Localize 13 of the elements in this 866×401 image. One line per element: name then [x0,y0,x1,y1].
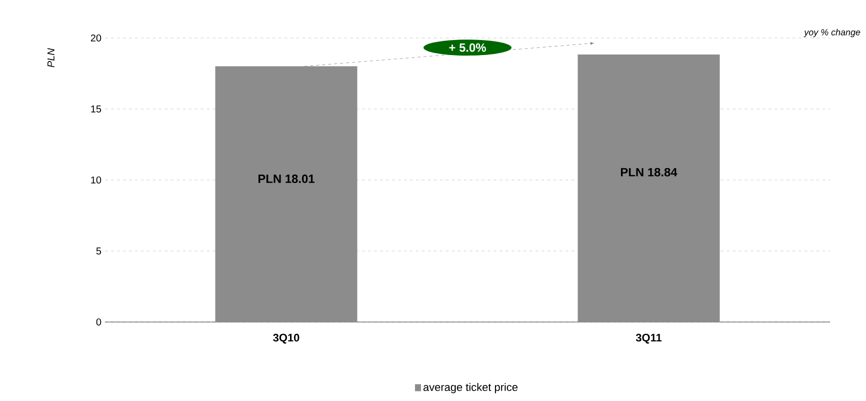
y-axis-title: PLN [48,48,54,68]
y-tick-label: 0 [96,318,102,326]
legend-label: average ticket price [423,382,518,394]
text: yoy % change [804,28,860,38]
x-tick-label: 3Q11 [636,334,662,344]
x-tick-label: 3Q10 [273,334,300,344]
y-tick-label: 10 [91,176,102,184]
annotation: + 5.0% [449,43,486,52]
y-tick-label: 5 [96,248,102,254]
data-label: PLN 18.84 [620,168,678,176]
y-tick-label: 15 [91,106,102,112]
data-label: PLN 18.01 [258,174,314,184]
y-tick-label: 20 [90,34,102,42]
